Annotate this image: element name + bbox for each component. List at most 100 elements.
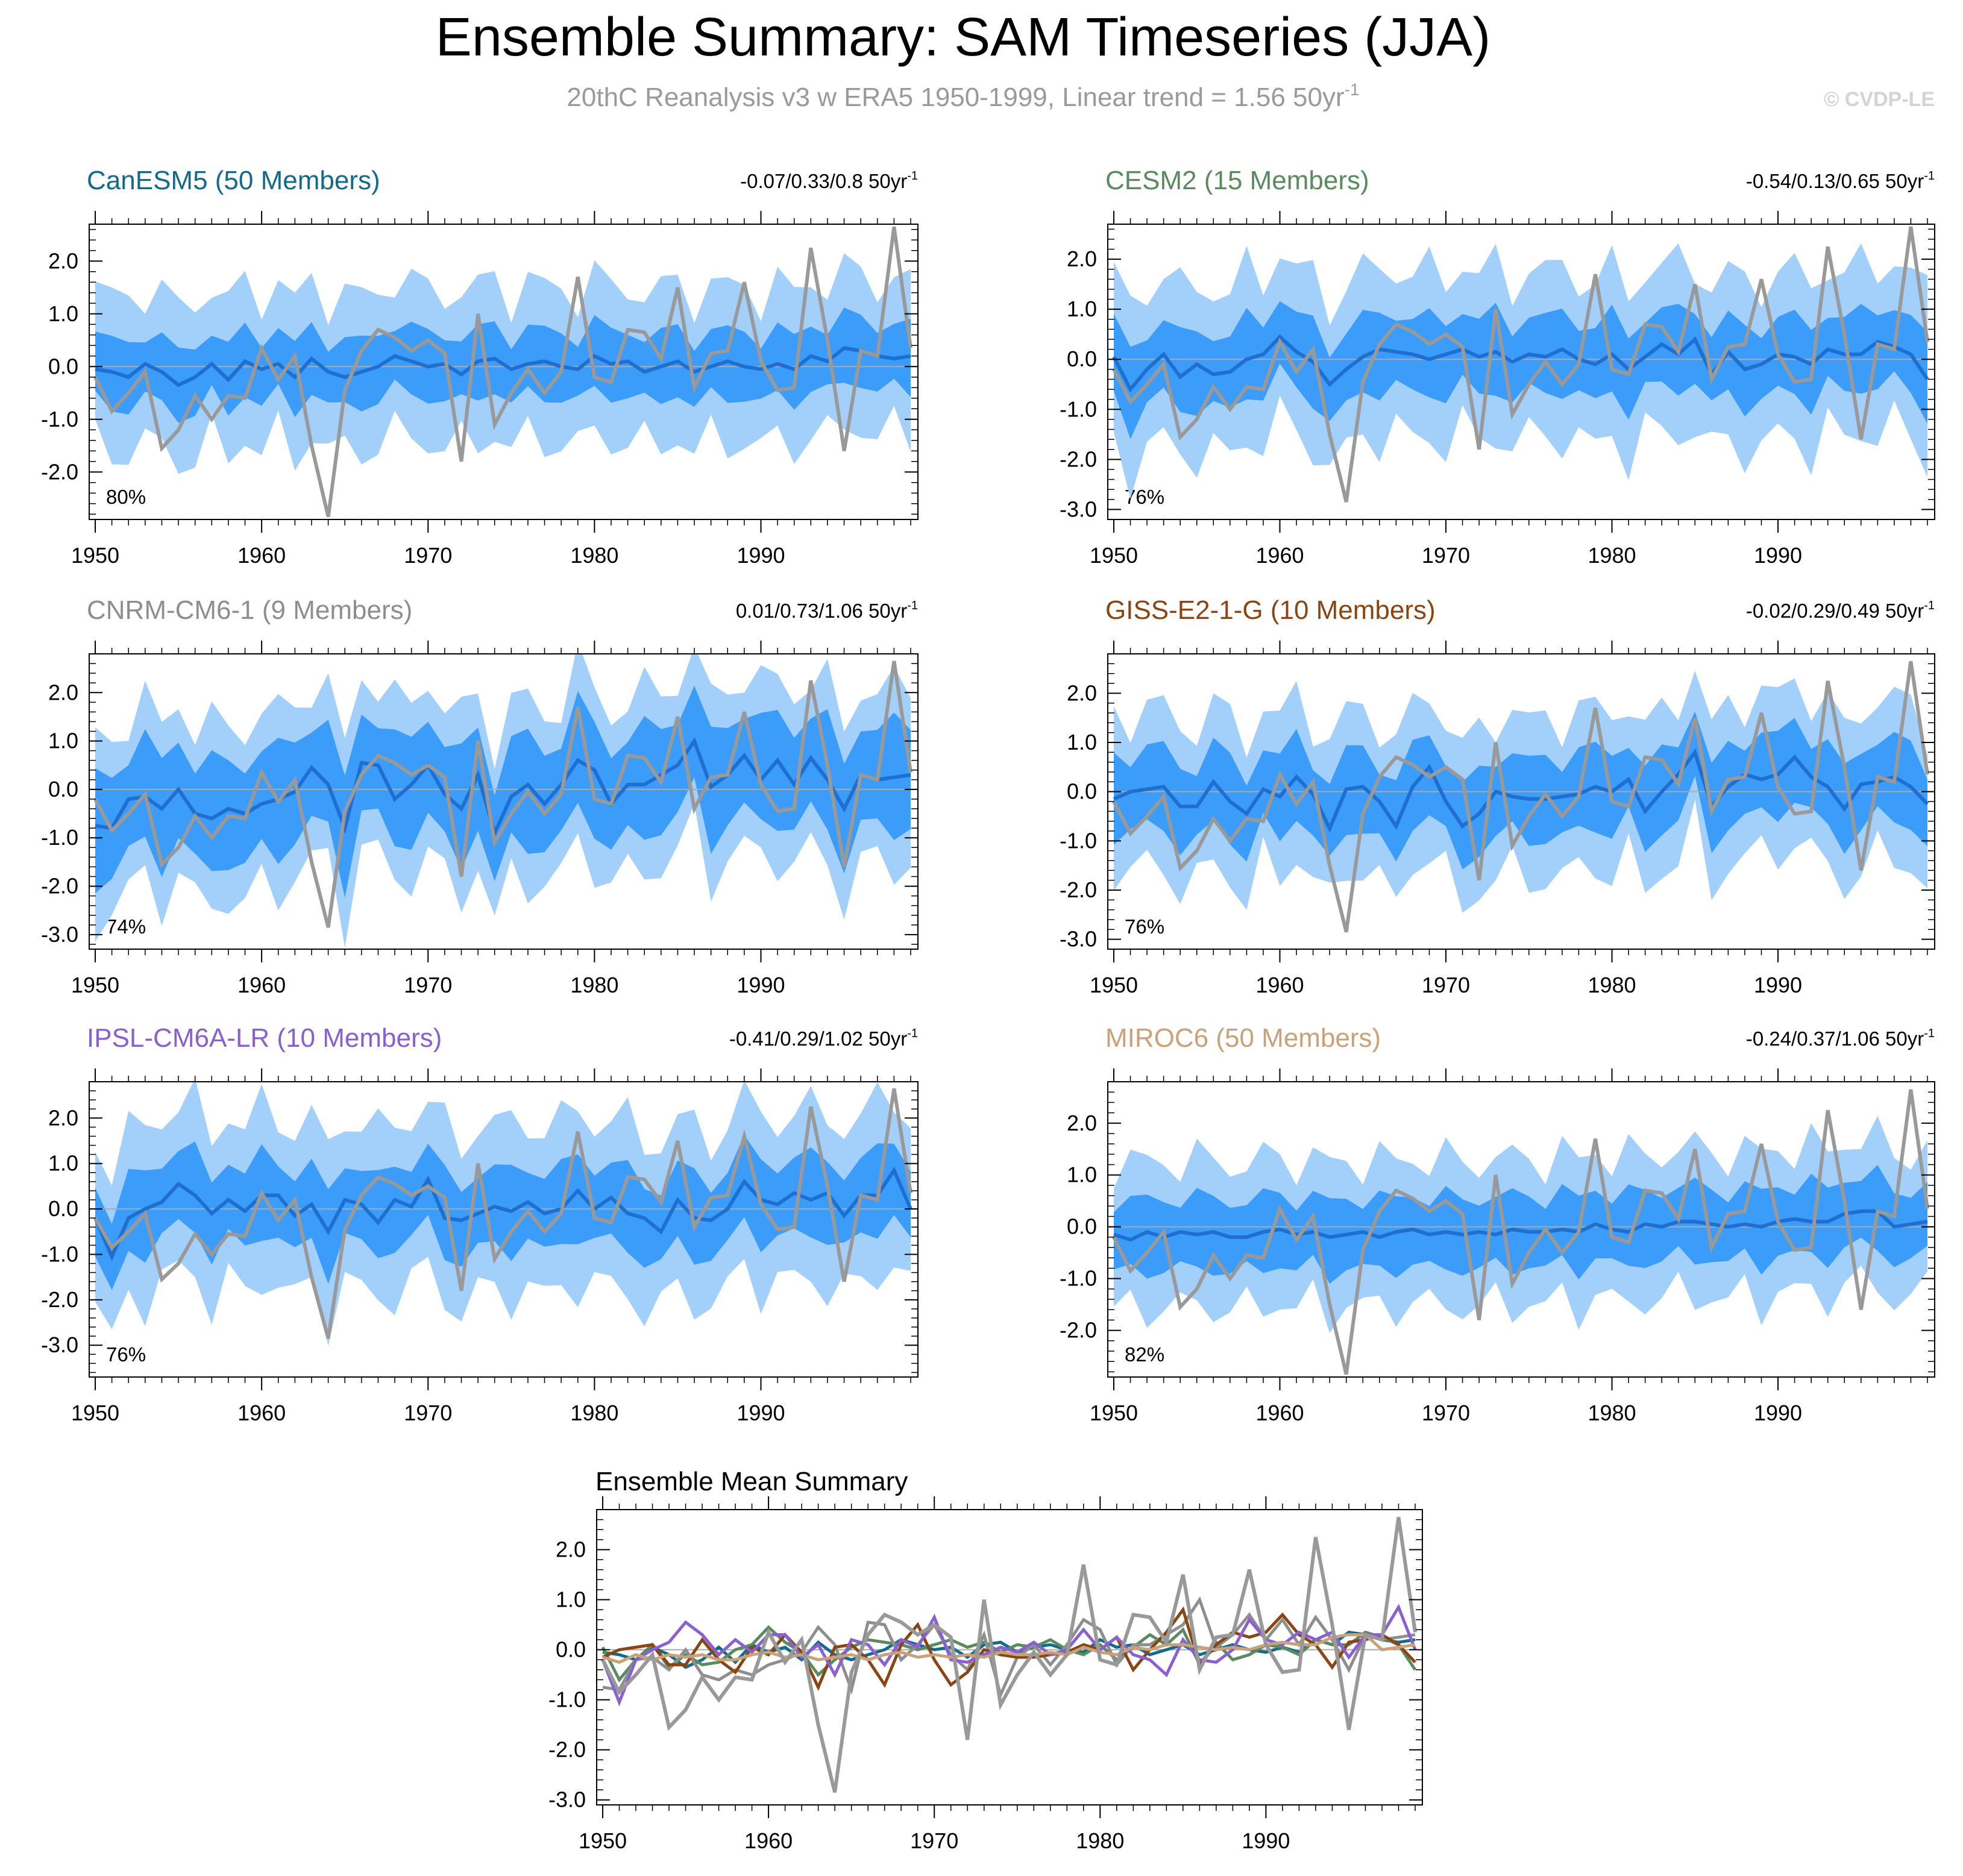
observed-line — [1112, 660, 1929, 933]
panel-stats: -0.07/0.33/0.8 50yr-1 — [740, 169, 918, 192]
ensemble-mean-line — [93, 1166, 912, 1261]
x-tick-label: 1960 — [237, 1401, 286, 1425]
x-tick-label: 1990 — [1754, 1401, 1802, 1425]
panel-plot-area — [89, 226, 918, 518]
y-tick-label: -2.0 — [41, 874, 78, 899]
y-tick-label: 1.0 — [1067, 730, 1097, 754]
y-tick-label: -1.0 — [548, 1687, 586, 1712]
y-tick-label: -3.0 — [548, 1787, 586, 1812]
panel-frame — [89, 653, 919, 950]
panel-stats: -0.41/0.29/1.02 50yr-1 — [729, 1027, 918, 1050]
panel-frame — [1107, 224, 1935, 520]
panel-percent-label: 74% — [106, 915, 146, 938]
y-tick-label: 0.0 — [556, 1637, 586, 1662]
panel-plot-area — [597, 1517, 1422, 1793]
y-tick-label: -2.0 — [1060, 447, 1097, 471]
panel-percent-label: 82% — [1125, 1343, 1164, 1366]
y-tick-label: 2.0 — [556, 1537, 586, 1561]
panel-stats-text: -0.41/0.29/1.02 50yr — [729, 1027, 907, 1050]
x-tick-label: 1960 — [744, 1828, 793, 1853]
x-tick-label: 1960 — [1255, 543, 1304, 568]
x-tick-label: 1980 — [1588, 543, 1636, 568]
y-tick-label: 1.0 — [1067, 296, 1097, 321]
panel-5: IPSL-CM6A-LR (10 Members) -0.41/0.29/1.02… — [41, 1023, 919, 1425]
panel-frame — [596, 1509, 1423, 1805]
panel-4: GISS-E2-1-G (10 Members) -0.02/0.29/0.49 … — [1060, 595, 1935, 997]
y-tick-label: -3.0 — [41, 1332, 78, 1357]
y-tick-label: 2.0 — [1067, 1111, 1097, 1135]
panel-stats: -0.02/0.29/0.49 50yr-1 — [1746, 599, 1935, 622]
panel-title: CESM2 (15 Members) — [1105, 166, 1369, 195]
subtitle: 20thC Reanalysis v3 w ERA5 1950-1999, Li… — [567, 80, 1359, 112]
x-tick-label: 1960 — [237, 543, 286, 568]
main-title: Ensemble Summary: SAM Timeseries (JJA) — [436, 7, 1490, 67]
y-tick-label: 1.0 — [48, 301, 78, 326]
panel-frame — [89, 224, 919, 520]
panel-title: IPSL-CM6A-LR (10 Members) — [87, 1023, 442, 1053]
x-tick-label: 1960 — [237, 973, 286, 997]
y-tick-label: 1.0 — [48, 1151, 78, 1176]
ensemble-mean-line — [1112, 334, 1929, 393]
y-tick-label: -2.0 — [41, 1287, 78, 1312]
y-tick-label: -3.0 — [41, 922, 78, 947]
panel-plot-area — [89, 1082, 918, 1346]
panel-title: GISS-E2-1-G (10 Members) — [1105, 595, 1436, 625]
x-tick-label: 1980 — [1588, 1401, 1636, 1425]
x-tick-label: 1970 — [404, 543, 452, 568]
panel-3: CNRM-CM6-1 (9 Members) 0.01/0.73/1.06 50y… — [41, 595, 919, 997]
x-tick-label: 1950 — [71, 973, 119, 997]
y-tick-label: -2.0 — [1060, 877, 1097, 902]
x-tick-label: 1990 — [737, 973, 785, 997]
inner-spread-band — [1114, 301, 1927, 439]
x-tick-label: 1980 — [1076, 1828, 1124, 1853]
credit-label: © CVDP-LE — [1824, 88, 1935, 111]
x-tick-label: 1950 — [71, 1401, 119, 1425]
observed-line — [1112, 226, 1929, 503]
panel-stats-superscript: -1 — [907, 599, 918, 612]
panel-6: MIROC6 (50 Members) -0.24/0.37/1.06 50yr-… — [1060, 1023, 1935, 1425]
x-tick-label: 1990 — [1242, 1828, 1290, 1853]
y-tick-label: -2.0 — [41, 459, 78, 484]
panel-stats-superscript: -1 — [1924, 169, 1935, 183]
observed-line — [93, 660, 912, 928]
y-tick-label: -1.0 — [1060, 1266, 1097, 1291]
panel-2: CESM2 (15 Members) -0.54/0.13/0.65 50yr-1… — [1060, 166, 1935, 568]
panels-group: CanESM5 (50 Members) -0.07/0.33/0.8 50yr-… — [41, 166, 1935, 1853]
observed-line — [601, 1517, 1417, 1793]
panel-title: Ensemble Mean Summary — [595, 1467, 908, 1496]
y-tick-label: 2.0 — [48, 1105, 78, 1130]
panel-frame — [89, 1081, 919, 1378]
ensemble-mean-series-6 — [602, 1633, 1416, 1664]
x-tick-label: 1960 — [1255, 1401, 1304, 1425]
panel-plot-area — [89, 654, 918, 948]
inner-spread-band — [1114, 711, 1927, 870]
x-tick-label: 1970 — [910, 1828, 958, 1853]
x-tick-label: 1970 — [1422, 973, 1470, 997]
panel-stats: -0.54/0.13/0.65 50yr-1 — [1746, 169, 1935, 192]
y-tick-label: -1.0 — [41, 825, 78, 850]
x-tick-label: 1970 — [1422, 1401, 1470, 1425]
inner-spread-band — [1114, 1165, 1927, 1284]
y-tick-label: -3.0 — [1060, 497, 1097, 521]
y-tick-label: 1.0 — [1067, 1162, 1097, 1187]
x-tick-label: 1990 — [737, 543, 785, 568]
panel-stats-superscript: -1 — [1924, 599, 1935, 612]
inner-spread-band — [95, 1135, 911, 1290]
panel-title: CNRM-CM6-1 (9 Members) — [87, 595, 412, 625]
inner-spread-band — [95, 685, 911, 898]
y-tick-label: 0.0 — [48, 1196, 78, 1221]
panel-stats-text: -0.24/0.37/1.06 50yr — [1746, 1027, 1924, 1050]
y-tick-label: 0.0 — [1067, 1214, 1097, 1239]
panel-percent-label: 76% — [106, 1343, 146, 1366]
panel-frame — [1107, 1081, 1935, 1378]
observed-line — [93, 1088, 912, 1339]
observed-line — [1112, 1089, 1929, 1375]
x-tick-label: 1980 — [570, 973, 618, 997]
x-tick-label: 1990 — [1754, 543, 1802, 568]
x-tick-label: 1960 — [1255, 973, 1304, 997]
observed-line — [93, 226, 912, 518]
ensemble-mean-line — [95, 346, 911, 387]
x-tick-label: 1980 — [1588, 973, 1636, 997]
y-tick-label: -2.0 — [1060, 1318, 1097, 1343]
x-tick-label: 1950 — [1090, 1401, 1138, 1425]
